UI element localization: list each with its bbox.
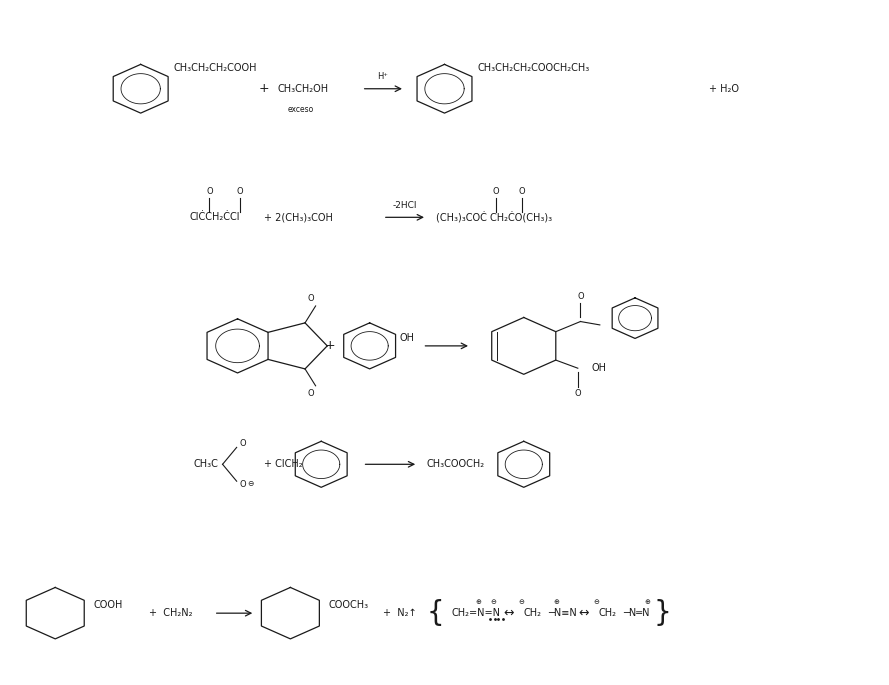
Text: CH₃CH₂OH: CH₃CH₂OH [277, 84, 328, 94]
Text: CH₂=N=N: CH₂=N=N [452, 608, 501, 618]
Text: }: } [653, 599, 671, 627]
Text: O: O [493, 187, 499, 197]
Text: + 2(CH₃)₃COH: + 2(CH₃)₃COH [264, 212, 332, 223]
Text: {: { [427, 599, 444, 627]
Text: CH₂: CH₂ [598, 608, 617, 618]
Text: O: O [577, 292, 584, 301]
Text: ↔: ↔ [503, 607, 514, 620]
Text: COOH: COOH [93, 600, 123, 610]
Text: CH₃COOCH₂: CH₃COOCH₂ [427, 460, 485, 469]
Text: (CH₃)₃COĊ CH₂ĊO(CH₃)₃: (CH₃)₃COĊ CH₂ĊO(CH₃)₃ [436, 212, 552, 223]
Text: O: O [236, 187, 244, 197]
Text: ─N═N: ─N═N [623, 608, 650, 618]
Text: ⊕: ⊕ [475, 599, 481, 606]
Text: COOCH₃: COOCH₃ [328, 600, 368, 610]
Text: ⊖: ⊖ [518, 599, 524, 606]
Text: O: O [307, 294, 314, 303]
Text: + H₂O: + H₂O [709, 84, 739, 94]
Text: CH₃CH₂CH₂COOH: CH₃CH₂CH₂COOH [173, 64, 257, 73]
Text: OH: OH [591, 363, 606, 373]
Text: +: + [324, 339, 335, 352]
Text: +: + [259, 82, 269, 95]
Text: O: O [239, 440, 246, 449]
Text: ─N≡N: ─N≡N [549, 608, 577, 618]
Text: exceso: exceso [288, 105, 314, 114]
Text: CH₂: CH₂ [524, 608, 541, 618]
Text: +  CH₂N₂: + CH₂N₂ [149, 608, 193, 618]
Text: CH₃C: CH₃C [194, 460, 219, 469]
Text: ↔: ↔ [579, 607, 589, 620]
Text: CH₃CH₂CH₂COOCH₂CH₃: CH₃CH₂CH₂COOCH₂CH₃ [477, 64, 589, 73]
Text: ⊕: ⊕ [554, 599, 559, 606]
Text: +  N₂↑: + N₂↑ [383, 608, 416, 618]
Text: ⊖: ⊖ [593, 599, 599, 606]
Text: ⊖: ⊖ [490, 599, 496, 606]
Text: O: O [518, 187, 525, 197]
Text: H⁺: H⁺ [378, 72, 388, 81]
Text: ClĊCH₂ĊCl: ClĊCH₂ĊCl [189, 212, 240, 223]
Text: ⊖: ⊖ [247, 479, 253, 488]
Text: O: O [239, 480, 246, 489]
Text: + ClCH₂: + ClCH₂ [264, 460, 302, 469]
Text: ⊕: ⊕ [645, 599, 650, 606]
Text: O: O [574, 389, 581, 398]
Text: OH: OH [399, 333, 414, 342]
Text: O: O [307, 389, 314, 398]
Text: O: O [206, 187, 212, 197]
Text: -2HCl: -2HCl [393, 201, 417, 210]
